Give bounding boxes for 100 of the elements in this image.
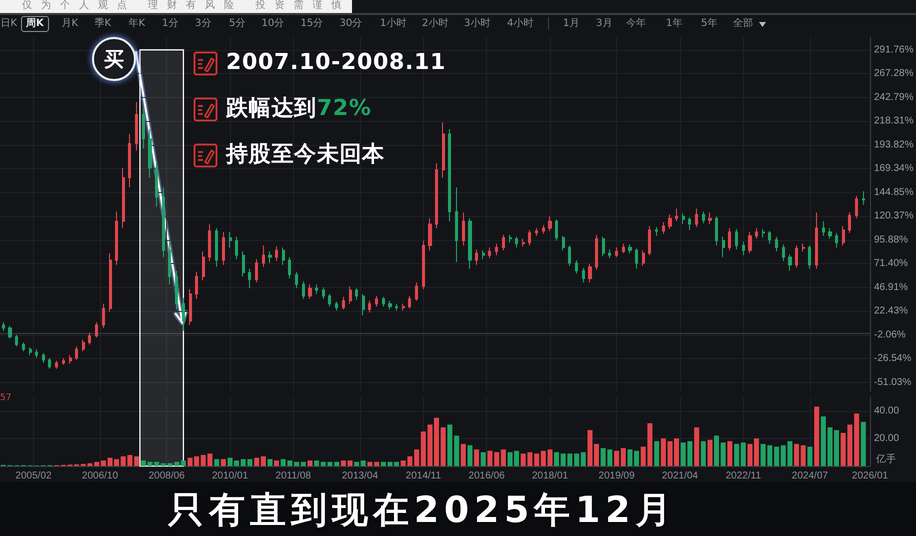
candlestick — [455, 186, 458, 263]
candlestick — [848, 212, 851, 234]
candlestick — [335, 301, 338, 311]
candlestick — [128, 133, 131, 188]
candlestick — [615, 246, 618, 258]
candlestick — [548, 216, 552, 232]
x-tick-label: 2014/11 — [406, 470, 442, 482]
candlestick — [635, 248, 638, 270]
candlestick — [608, 248, 611, 259]
candlestick — [202, 250, 205, 281]
candlestick — [382, 296, 385, 308]
candlestick — [142, 107, 145, 150]
y-tick-label: -2.06% — [874, 329, 906, 340]
bar — [614, 450, 620, 466]
bar — [254, 458, 260, 466]
candlestick — [29, 346, 32, 356]
candlestick — [728, 228, 731, 251]
candlestick — [48, 358, 51, 370]
candlestick — [588, 263, 592, 283]
candlestick — [815, 212, 818, 270]
candlestick — [315, 284, 318, 295]
candlestick — [408, 295, 411, 310]
bar — [300, 462, 306, 466]
candlestick — [802, 243, 805, 252]
bar — [207, 454, 212, 466]
candlestick — [742, 241, 745, 256]
x-tick-label: 2026/01 — [852, 470, 889, 482]
annotation: 57 — [0, 393, 12, 403]
candlestick — [835, 232, 838, 248]
candlestick — [495, 243, 498, 256]
candlestick — [22, 342, 25, 352]
candlestick — [15, 334, 18, 347]
candlestick — [135, 101, 138, 151]
text: 3小时 — [464, 18, 490, 29]
candlestick — [302, 280, 305, 300]
bar — [694, 427, 700, 466]
candlestick — [308, 284, 312, 300]
candlestick — [748, 231, 752, 254]
candlestick — [442, 122, 445, 178]
bar — [740, 442, 746, 466]
candlestick — [162, 186, 165, 258]
candlestick — [155, 160, 158, 208]
candlestick — [175, 270, 178, 310]
candlestick — [502, 234, 505, 251]
candlestick — [708, 212, 712, 225]
y-tick-label: -26.54% — [874, 353, 912, 364]
candlestick — [782, 244, 785, 262]
candlestick — [95, 322, 98, 338]
x-tick-label: 2016/06 — [468, 470, 506, 482]
text: 2小时 — [422, 18, 448, 29]
candlestick — [395, 303, 398, 311]
x-tick-label: 2024/07 — [792, 470, 828, 482]
text: 10分 — [262, 18, 284, 29]
y-tick-label: 71.40% — [874, 258, 908, 270]
text: 3月 — [596, 18, 612, 29]
y-tick-label: 120.37% — [874, 210, 914, 222]
annotation: 2007.10-2008.11 — [226, 50, 446, 75]
candlestick — [42, 352, 45, 364]
candlestick — [415, 282, 418, 302]
bar — [314, 460, 320, 466]
bar — [600, 448, 606, 466]
y-tick-label: 267.28% — [874, 68, 914, 80]
bar — [580, 452, 586, 466]
bar — [180, 460, 186, 466]
text: 3分 — [195, 18, 212, 29]
bar — [474, 449, 480, 466]
candlestick — [488, 246, 491, 259]
candlestick — [522, 238, 525, 247]
candlestick — [388, 300, 392, 310]
candlestick — [668, 214, 672, 230]
bar — [607, 449, 612, 466]
candlestick — [402, 303, 405, 311]
candlestick — [828, 228, 832, 240]
candlestick — [182, 297, 185, 332]
candlestick — [642, 250, 645, 266]
candlestick — [295, 271, 298, 289]
candlestick — [648, 226, 651, 256]
bar — [734, 444, 740, 466]
bar — [274, 460, 279, 466]
candlestick — [435, 162, 438, 229]
candlestick — [375, 295, 378, 308]
candlestick — [795, 245, 798, 268]
candlestick — [148, 128, 152, 178]
annotation: 跌幅达到72% — [226, 96, 372, 121]
candlestick — [768, 230, 771, 244]
bar — [500, 449, 506, 466]
bar — [727, 441, 732, 466]
candlestick — [222, 231, 225, 266]
candlestick — [102, 303, 105, 328]
x-tick-label: 2005/02 — [15, 470, 52, 482]
bar — [687, 441, 692, 466]
candlestick — [195, 271, 198, 300]
bar — [760, 444, 766, 466]
y-tick-label: 218.31% — [874, 116, 914, 127]
text: 5年 — [701, 18, 718, 29]
text: 15分 — [300, 18, 324, 29]
candlestick — [355, 288, 358, 300]
y-tick-label: 169.34% — [874, 163, 914, 174]
bar — [260, 456, 266, 466]
bar — [520, 454, 526, 466]
